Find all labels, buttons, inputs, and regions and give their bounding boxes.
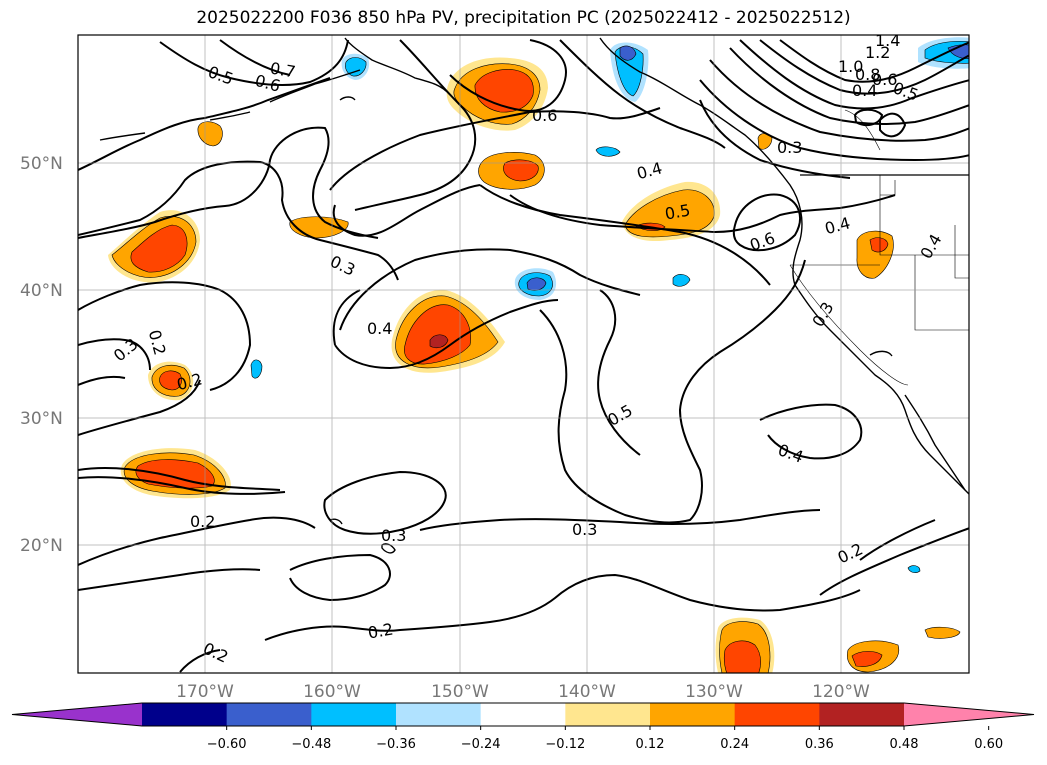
colorbar-tick-label: −0.12 — [545, 737, 585, 752]
colorbar-tick-label: −0.48 — [291, 737, 331, 752]
contour-label: 1.0 — [838, 57, 863, 76]
contour-label: 0.7 — [269, 58, 297, 81]
map-frame — [77, 34, 970, 674]
colorbar-tick-label: 0.24 — [720, 737, 749, 752]
lat-label: 50°N — [20, 154, 63, 174]
colorbar-segment — [734, 703, 820, 726]
contour-label: 0.3 — [777, 138, 802, 157]
contour-label: 1.2 — [865, 43, 890, 62]
colorbar-tick-label: 0.36 — [805, 737, 834, 752]
colorbar-segment — [226, 703, 312, 726]
colorbar-outline — [11, 702, 1035, 727]
contour-label: 0.3 — [381, 526, 406, 545]
colorbar-tick-label: 0.12 — [636, 737, 665, 752]
colorbar-segment — [819, 703, 905, 726]
colorbar-segment — [142, 703, 228, 726]
lat-label: 20°N — [20, 536, 63, 556]
contour-label: 0.6 — [872, 70, 897, 89]
colorbar-segment — [650, 703, 736, 726]
colorbar-tick-label: −0.60 — [207, 737, 247, 752]
graticule — [78, 35, 969, 673]
lon-label: 130°W — [685, 682, 743, 702]
contour-label: 1.4 — [875, 31, 900, 50]
colorbar-segment — [480, 703, 566, 726]
colorbar-tick-label: −0.36 — [376, 737, 416, 752]
contour-label: 0.8 — [855, 65, 880, 84]
lat-label: 40°N — [20, 281, 63, 301]
contour-label: 0.4 — [367, 319, 392, 338]
colorbar-tick-label: 0.60 — [974, 737, 1003, 752]
contour-label: 0.2 — [190, 512, 215, 531]
colorbar-extend-max — [904, 703, 1034, 726]
contour-label: 0.3 — [572, 520, 597, 539]
colorbar-extend-min — [12, 703, 142, 726]
pv-contours — [78, 39, 969, 673]
lat-label: 30°N — [20, 409, 63, 429]
colorbar-tick-label: −0.24 — [461, 737, 501, 752]
figure-title: 2025022200 F036 850 hPa PV, precipitatio… — [196, 8, 851, 28]
lon-label: 140°W — [558, 682, 616, 702]
lon-label: 160°W — [303, 682, 361, 702]
contour-label: 0.2 — [366, 619, 394, 642]
map-layers: 0.5 0.6 0.7 1.4 1.2 1.0 0.8 0.6 0.4 0.5 … — [78, 31, 969, 673]
lon-axis-labels: 170°W 160°W 150°W 140°W 130°W 120°W — [176, 682, 870, 702]
colorbar-segment — [565, 703, 651, 726]
contour-label: 0.6 — [532, 106, 557, 125]
lon-label: 150°W — [431, 682, 489, 702]
lon-label: 170°W — [176, 682, 234, 702]
colorbar-segment — [311, 703, 397, 726]
lon-label: 120°W — [812, 682, 870, 702]
map-area — [78, 35, 969, 673]
lat-axis-labels: 50°N 40°N 30°N 20°N — [20, 154, 63, 556]
colorbar-segment — [396, 703, 482, 726]
contour-label: 0.5 — [663, 200, 691, 223]
contour-label: 0.4 — [852, 81, 877, 100]
colorbar: −0.60 −0.48 −0.36 −0.24 −0.12 0.12 0.24 0.36 0.4… — [11, 702, 1035, 752]
colorbar-tick-label: 0.48 — [890, 737, 919, 752]
